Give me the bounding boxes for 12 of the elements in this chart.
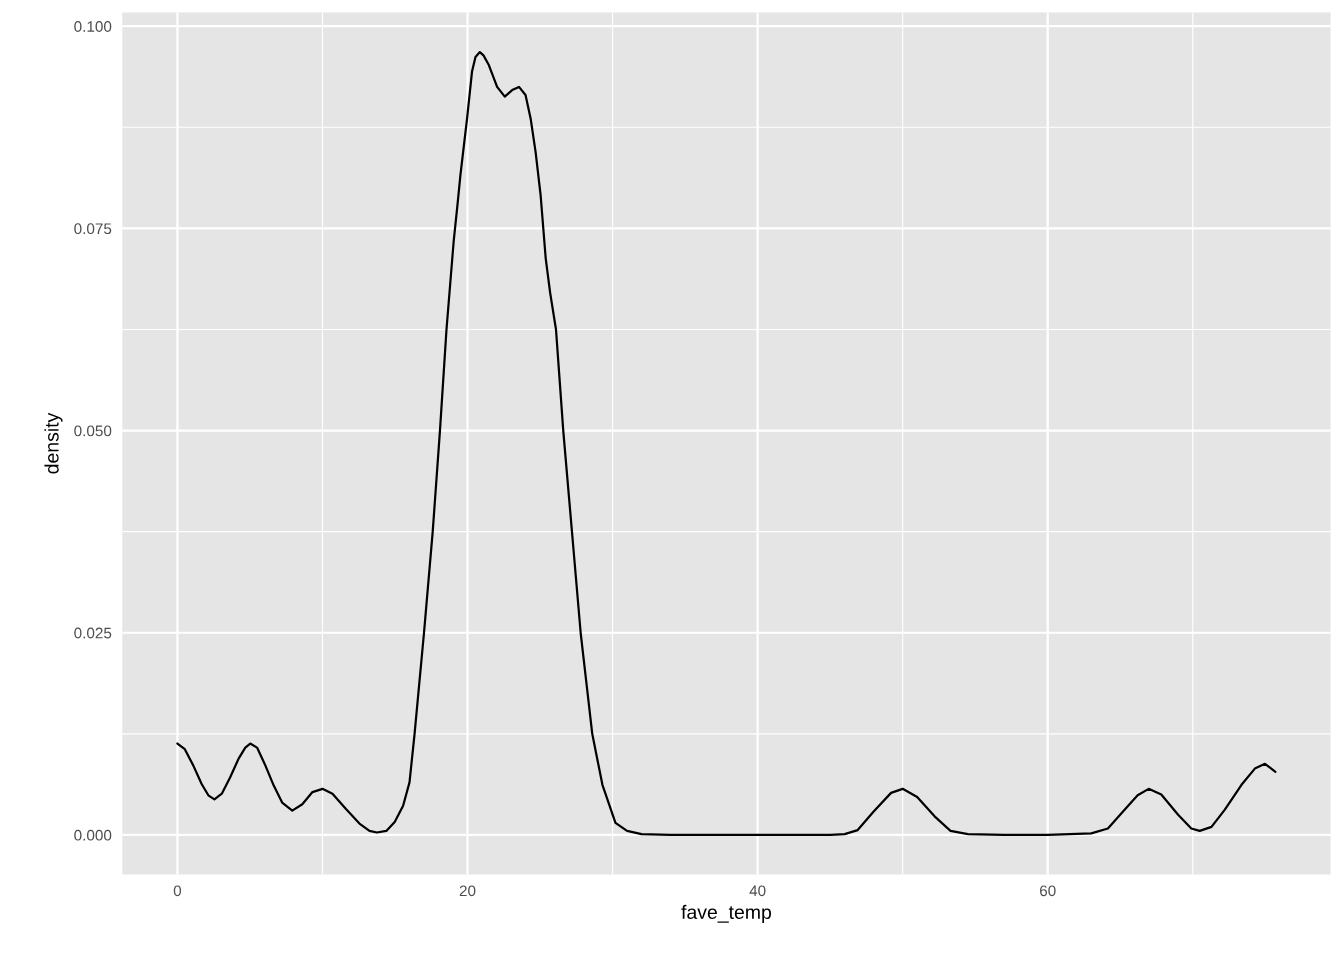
y-tick-label: 0.100 bbox=[74, 21, 112, 32]
x-tick-label: 0 bbox=[173, 885, 182, 897]
y-tick-label: 0.000 bbox=[74, 829, 112, 841]
line-series bbox=[176, 51, 1277, 837]
y-axis-title: density bbox=[44, 412, 63, 474]
y-tick-label: 0.025 bbox=[74, 627, 112, 639]
x-tick-label: 40 bbox=[749, 885, 766, 897]
x-tick-label: 20 bbox=[459, 885, 476, 897]
y-tick-label: 0.075 bbox=[74, 223, 112, 235]
x-axis-title: fave_temp bbox=[681, 904, 772, 923]
y-tick-label: 0.050 bbox=[74, 425, 112, 437]
x-tick-label: 60 bbox=[1039, 885, 1056, 897]
